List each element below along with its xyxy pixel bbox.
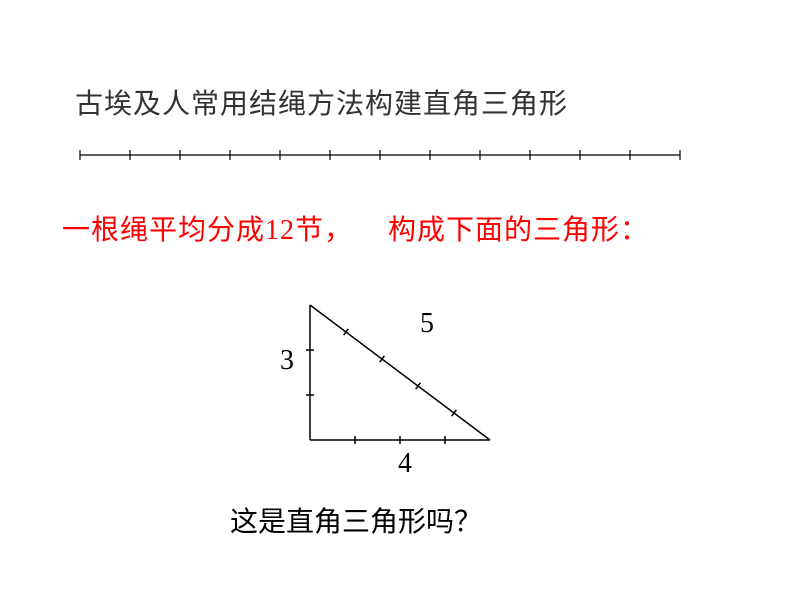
question-text: 这是直角三角形吗？	[230, 500, 482, 540]
side-a-label: 3	[280, 345, 294, 377]
heading-text: 古埃及人常用结绳方法构建直角三角形	[75, 82, 568, 122]
rope-division-text: 一根绳平均分成12节，	[62, 208, 353, 248]
rope-number-line	[75, 140, 695, 170]
side-b-label: 4	[398, 448, 412, 480]
triangle-intro-text: 构成下面的三角形：	[388, 208, 649, 248]
side-c-label: 5	[420, 308, 434, 340]
rope-triangle	[220, 260, 580, 480]
